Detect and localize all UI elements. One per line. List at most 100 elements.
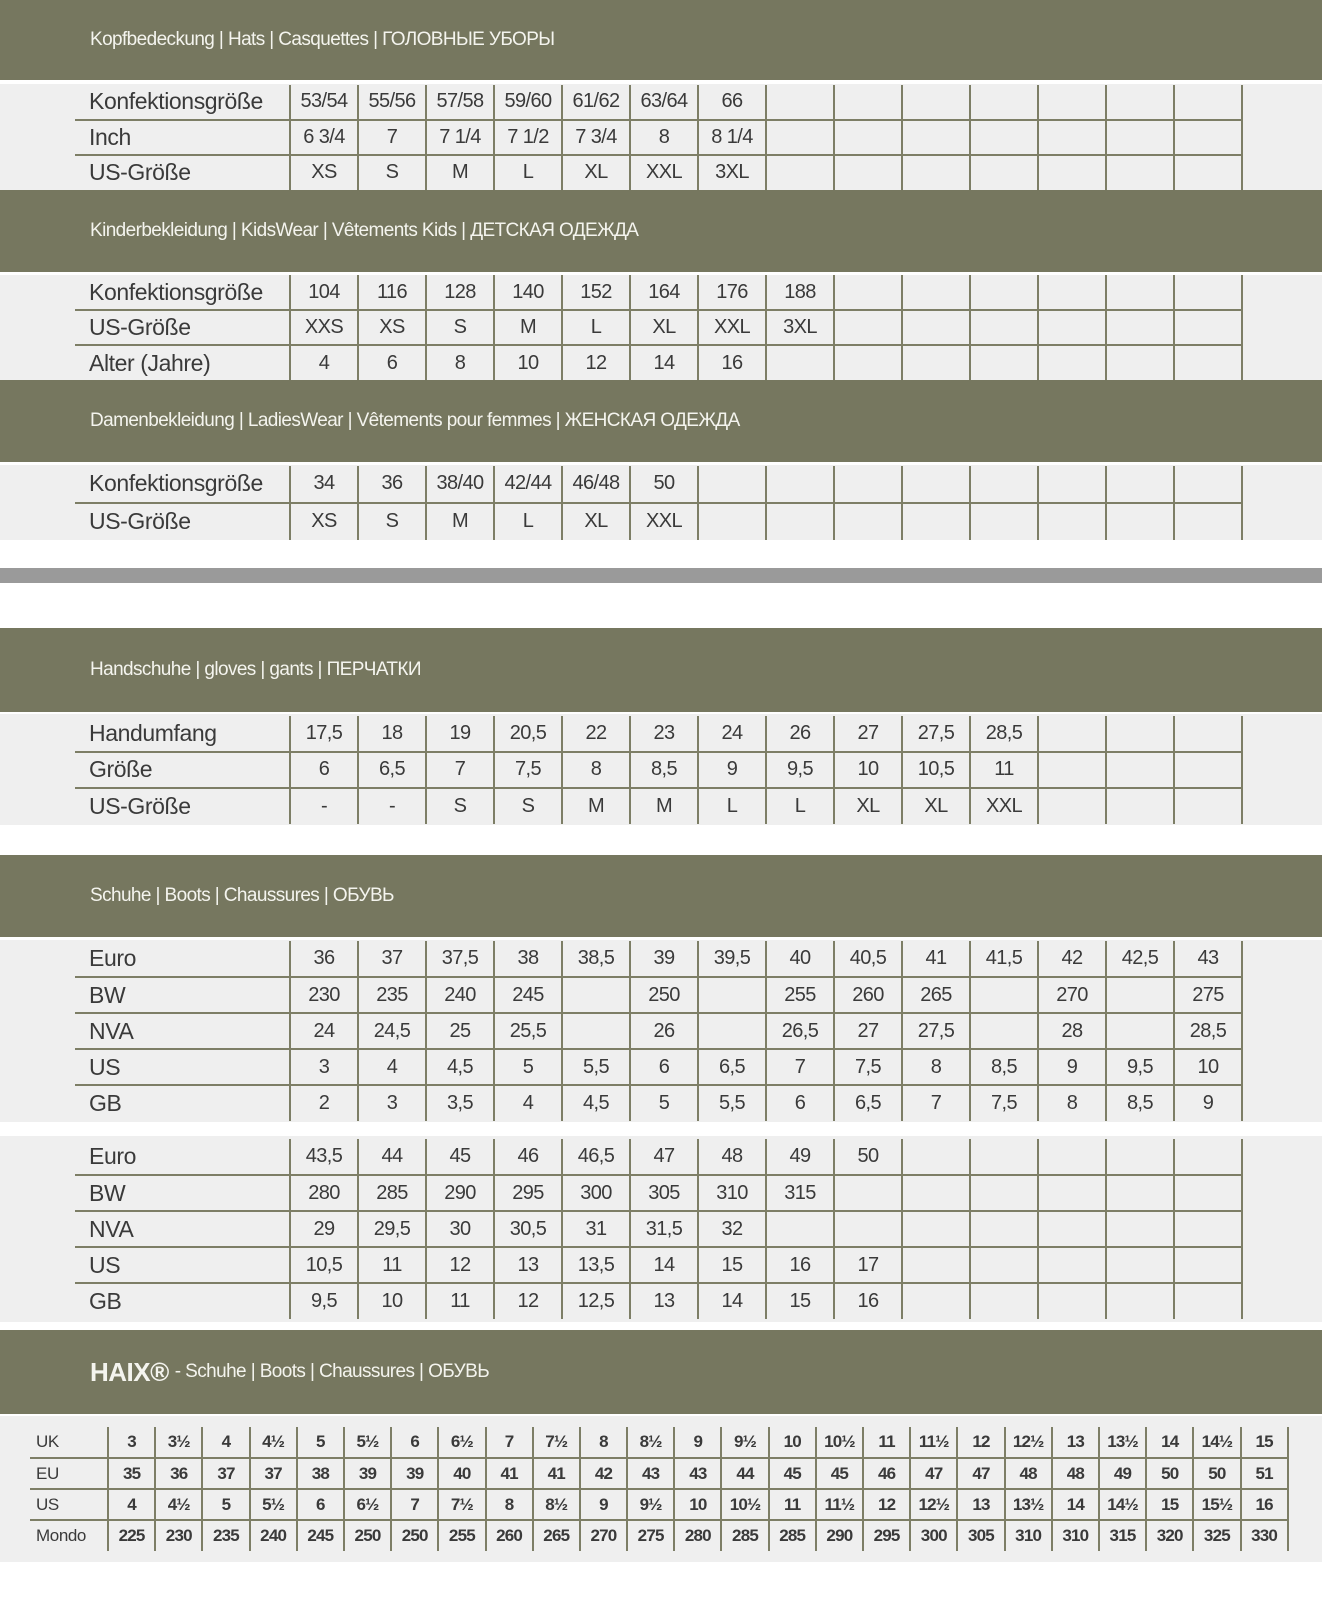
size-cell: 42/44 bbox=[493, 465, 562, 504]
size-cell: 13 bbox=[493, 1247, 562, 1284]
size-cell: 61/62 bbox=[561, 84, 630, 121]
size-cell bbox=[1037, 715, 1106, 753]
size-cell: 5,5 bbox=[561, 1049, 630, 1086]
size-cell: 265 bbox=[901, 977, 970, 1014]
size-cell: 36 bbox=[154, 1458, 203, 1490]
size-cell bbox=[1037, 502, 1106, 540]
size-cell: 8 bbox=[901, 1049, 970, 1086]
size-cell bbox=[1105, 751, 1174, 789]
size-cell bbox=[833, 119, 902, 156]
size-cell: 45 bbox=[767, 1458, 816, 1490]
size-cell: 4 bbox=[357, 1049, 426, 1086]
size-cell: 14 bbox=[697, 1283, 766, 1319]
size-cell: 18 bbox=[357, 715, 426, 753]
size-cell: 235 bbox=[357, 977, 426, 1014]
size-cell bbox=[901, 1211, 970, 1248]
size-cell: M bbox=[425, 154, 494, 190]
size-cell: 49 bbox=[765, 1139, 834, 1176]
size-cell: 55/56 bbox=[357, 84, 426, 121]
size-cell: 11½ bbox=[814, 1489, 863, 1521]
size-cell: 42 bbox=[1037, 941, 1106, 978]
row-label: BW bbox=[75, 977, 290, 1014]
size-cell: 10,5 bbox=[289, 1247, 358, 1284]
size-cell: 12 bbox=[561, 345, 630, 380]
size-cell: 12½ bbox=[909, 1489, 958, 1521]
size-cell: S bbox=[357, 154, 426, 190]
table-row: Inch 6 3/4 7 7 1/4 7 1/2 7 3/4 8 8 1/4 bbox=[75, 119, 1243, 156]
size-cell: 7 3/4 bbox=[561, 119, 630, 156]
size-cell: 50 bbox=[629, 465, 698, 504]
size-cell: S bbox=[493, 787, 562, 824]
size-cell bbox=[1037, 1211, 1106, 1248]
size-cell: 265 bbox=[531, 1520, 580, 1551]
size-cell bbox=[765, 345, 834, 380]
size-cell bbox=[1173, 715, 1243, 753]
size-cell: 41 bbox=[484, 1458, 533, 1490]
size-cell: 8 bbox=[1037, 1085, 1106, 1121]
size-cell: 14 bbox=[629, 345, 698, 380]
section-header: Kinderbekleidung | KidsWear | Vêtements … bbox=[0, 190, 1322, 272]
size-cell bbox=[1173, 119, 1243, 156]
size-cell: 310 bbox=[1050, 1520, 1099, 1551]
size-cell: 15 bbox=[765, 1283, 834, 1319]
size-cell bbox=[765, 84, 834, 121]
size-cell: 13,5 bbox=[561, 1247, 630, 1284]
size-cell: 26 bbox=[765, 715, 834, 753]
size-cell: 26 bbox=[629, 1013, 698, 1050]
size-cell: 43 bbox=[626, 1458, 675, 1490]
size-cell: 7 1/4 bbox=[425, 119, 494, 156]
size-cell bbox=[901, 345, 970, 380]
size-cell: 37,5 bbox=[425, 941, 494, 978]
size-cell bbox=[1037, 345, 1106, 380]
size-cell bbox=[1105, 119, 1174, 156]
size-cell bbox=[1105, 1211, 1174, 1248]
size-cell: XXS bbox=[289, 310, 358, 346]
size-cell: 3 bbox=[106, 1427, 156, 1459]
size-cell: 305 bbox=[956, 1520, 1005, 1551]
size-cell: 43,5 bbox=[289, 1139, 358, 1176]
size-cell bbox=[969, 310, 1038, 346]
table-row: US 3 4 4,5 5 5,5 6 6,5 7 7,5 8 8,5 9 9,5 10 bbox=[75, 1049, 1243, 1086]
size-cell bbox=[901, 84, 970, 121]
size-cell: 250 bbox=[629, 977, 698, 1014]
size-cell: 7,5 bbox=[969, 1085, 1038, 1121]
row-label: Größe bbox=[75, 751, 290, 789]
size-cell: 5 bbox=[493, 1049, 562, 1086]
row-label: UK bbox=[30, 1427, 108, 1459]
size-cell: 285 bbox=[767, 1520, 816, 1551]
size-cell: 6,5 bbox=[357, 751, 426, 789]
row-label: GB bbox=[89, 1090, 122, 1116]
size-cell: 310 bbox=[697, 1175, 766, 1212]
section-title: - Schuhe | Boots | Chaussures | ОБУВЬ bbox=[174, 1361, 490, 1382]
size-cell: 295 bbox=[493, 1175, 562, 1212]
size-cell: 13 bbox=[956, 1489, 1005, 1521]
size-cell: L bbox=[697, 787, 766, 824]
size-cell: 34 bbox=[289, 465, 358, 504]
size-cell: 3 bbox=[357, 1085, 426, 1121]
size-cell: 3XL bbox=[765, 310, 834, 346]
size-cell: 152 bbox=[561, 275, 630, 311]
table-row: US 4 4½ 5 5½ 6 6½ 7 7½ 8 8½ 9 9½ 10 10½ 11 11½ 12 12½ 13 13½… bbox=[30, 1489, 1289, 1521]
size-cell: XS bbox=[289, 154, 358, 190]
table-row: Konfektionsgröße 34 36 38/40 42/44 46/48 50 bbox=[75, 465, 1243, 504]
size-cell: 44 bbox=[720, 1458, 769, 1490]
size-cell: 39 bbox=[342, 1458, 392, 1490]
size-cell: 57/58 bbox=[425, 84, 494, 121]
size-cell: 230 bbox=[289, 977, 358, 1014]
size-cell: 37 bbox=[248, 1458, 297, 1490]
row-label: NVA bbox=[75, 1211, 290, 1248]
size-cell: 8 bbox=[578, 1427, 628, 1459]
size-cell bbox=[1105, 154, 1174, 190]
size-cell: 43 bbox=[1173, 941, 1243, 978]
row-label: Inch bbox=[75, 119, 290, 156]
size-cell: 320 bbox=[1145, 1520, 1194, 1551]
size-cell: 275 bbox=[626, 1520, 675, 1551]
size-cell: 43 bbox=[673, 1458, 722, 1490]
section-header: HAIX® - Schuhe | Boots | Chaussures | ОБУ… bbox=[0, 1330, 1322, 1414]
size-cell: XXL bbox=[629, 154, 698, 190]
size-cell: 128 bbox=[425, 275, 494, 311]
size-cell: 10½ bbox=[814, 1427, 863, 1459]
table-row: US-Größe - - S S M M L L XL XL XXL bbox=[75, 787, 1243, 824]
size-cell: 8 1/4 bbox=[697, 119, 766, 156]
size-cell: 31,5 bbox=[629, 1211, 698, 1248]
